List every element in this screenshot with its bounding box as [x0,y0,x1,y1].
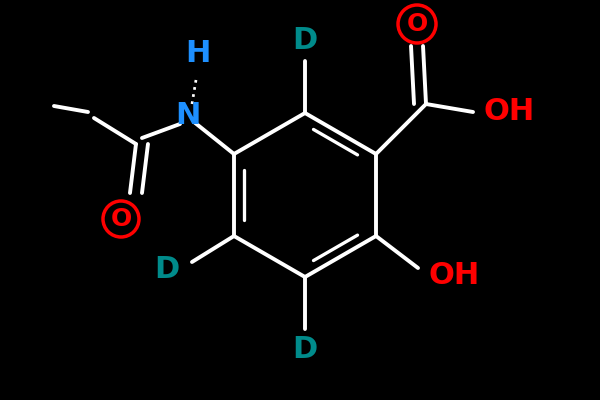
Text: D: D [292,335,317,364]
Text: OH: OH [428,262,479,290]
Text: O: O [406,12,428,36]
Text: D: D [155,256,180,284]
Text: N: N [175,102,200,130]
Text: D: D [292,26,317,55]
Text: OH: OH [483,98,534,126]
Text: H: H [185,39,211,68]
Text: O: O [110,207,131,231]
